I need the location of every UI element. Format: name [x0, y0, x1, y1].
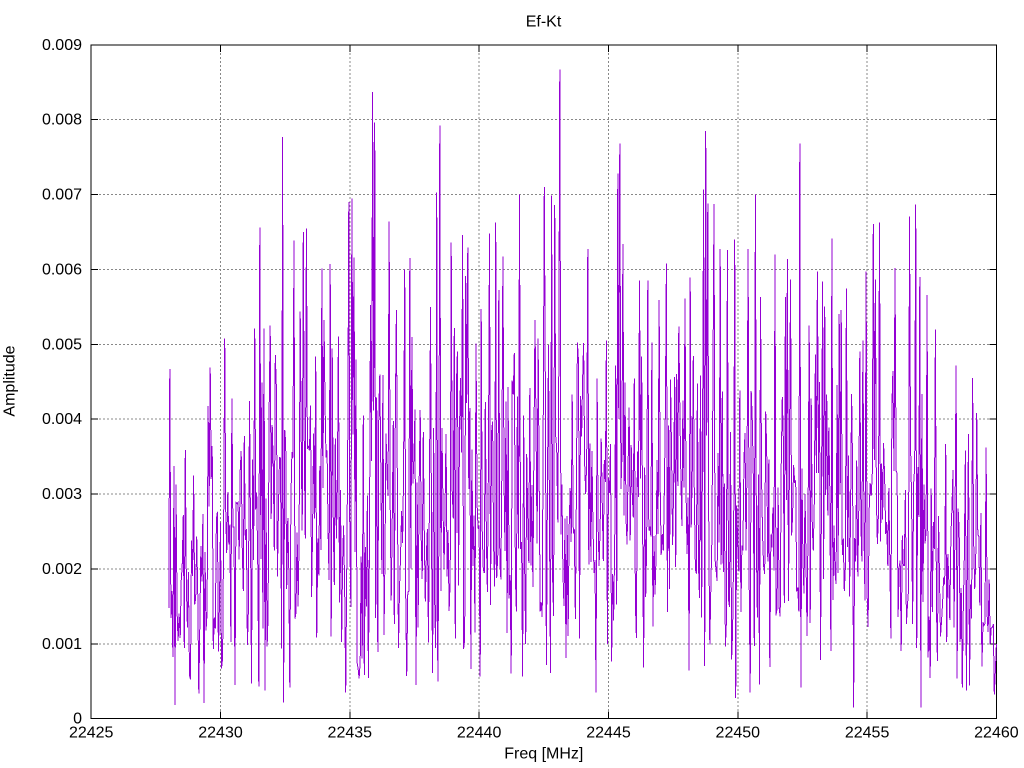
svg-text:0.007: 0.007 [42, 187, 82, 204]
svg-text:0.006: 0.006 [42, 261, 82, 278]
svg-text:0.003: 0.003 [42, 486, 82, 503]
svg-text:22440: 22440 [457, 725, 502, 742]
svg-text:22425: 22425 [69, 725, 114, 742]
svg-text:0.002: 0.002 [42, 561, 82, 578]
svg-text:0.008: 0.008 [42, 112, 82, 129]
svg-text:Ef-Kt: Ef-Kt [526, 14, 562, 31]
svg-text:22430: 22430 [198, 725, 243, 742]
svg-text:Freq [MHz]: Freq [MHz] [504, 746, 583, 763]
svg-text:22435: 22435 [328, 725, 373, 742]
svg-text:0: 0 [73, 711, 82, 728]
svg-text:22460: 22460 [974, 725, 1019, 742]
svg-text:22450: 22450 [716, 725, 761, 742]
svg-text:0.001: 0.001 [42, 636, 82, 653]
svg-text:Amplitude: Amplitude [2, 345, 19, 416]
svg-text:22455: 22455 [845, 725, 890, 742]
svg-text:22445: 22445 [586, 725, 631, 742]
svg-text:0.005: 0.005 [42, 336, 82, 353]
svg-text:0.009: 0.009 [42, 37, 82, 54]
svg-text:0.004: 0.004 [42, 411, 82, 428]
